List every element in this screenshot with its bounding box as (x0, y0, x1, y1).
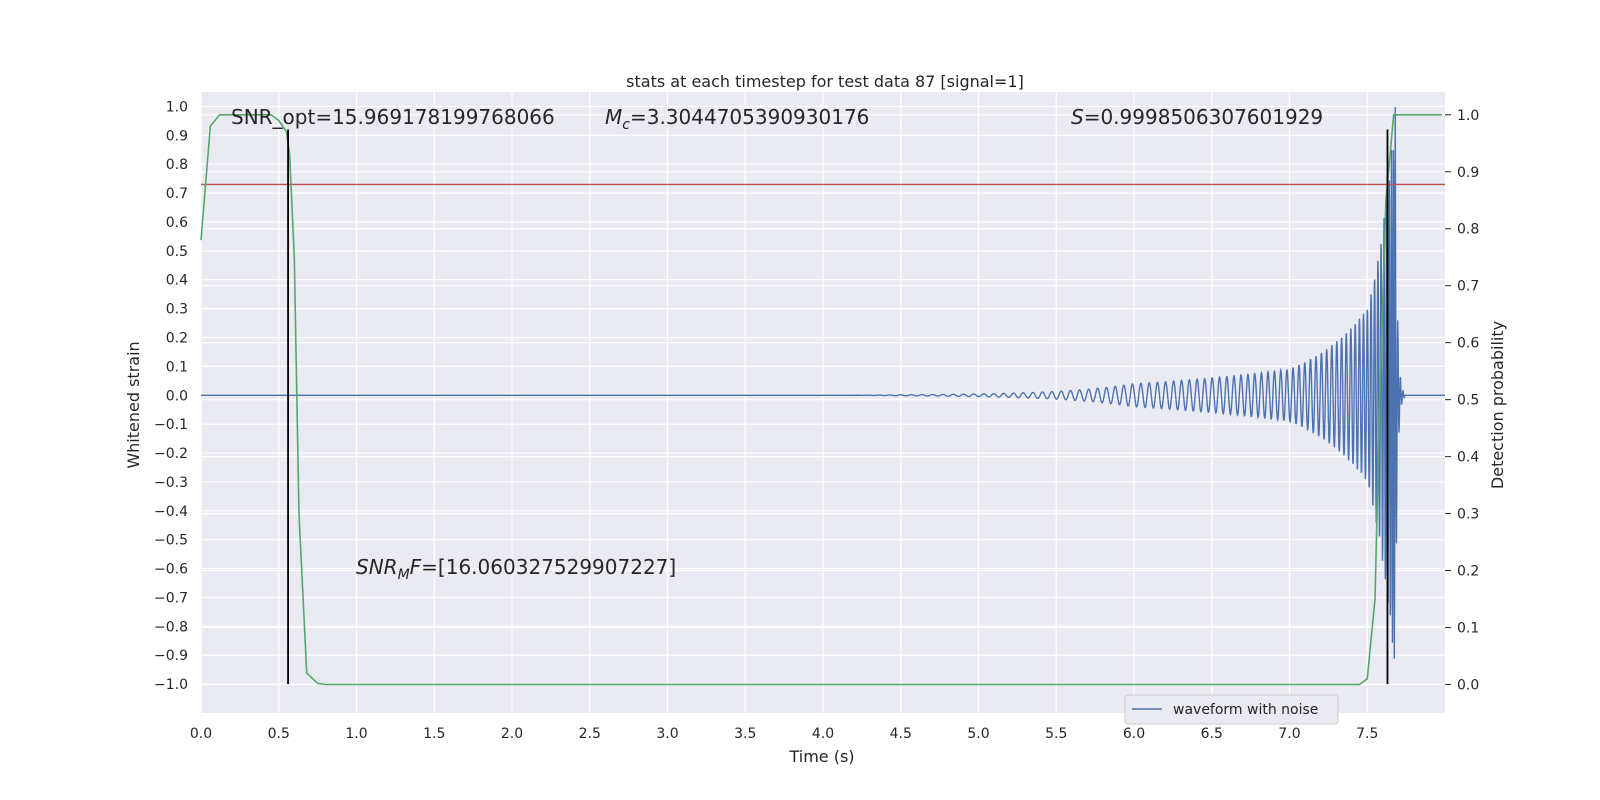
y-left-tick-label: −0.9 (154, 648, 188, 664)
y-left-tick-label: 0.7 (166, 186, 188, 202)
y-right-tick-label: 0.0 (1457, 678, 1479, 694)
y-left-tick-label: 0.6 (166, 215, 188, 231)
legend-label-waveform: waveform with noise (1173, 702, 1318, 718)
annotation-snr-mf-symbol2: F (410, 555, 422, 579)
y-right-tick-label: 0.4 (1457, 450, 1479, 466)
y-right-tick-label: 0.1 (1457, 621, 1479, 637)
y-right-tick-label: 0.9 (1457, 165, 1479, 181)
y-left-tick-label: −0.5 (154, 533, 188, 549)
y-left-tick-label: −0.2 (154, 446, 188, 462)
x-tick-label: 2.5 (579, 726, 601, 742)
y-left-tick-label: −0.8 (154, 619, 188, 635)
x-tick-label: 6.5 (1201, 726, 1223, 742)
annotation-chirp-mass-sub: c (622, 117, 630, 133)
y-left-tick-label: 0.2 (166, 331, 188, 347)
y-left-tick-label: 0.3 (166, 302, 188, 318)
annotation-snr-opt: SNR_opt=15.969178199768066 (231, 105, 555, 129)
y-right-tick-label: 0.8 (1457, 222, 1479, 238)
y-axis-label-right: Detection probability (1488, 321, 1507, 489)
y-left-tick-label: 0.4 (166, 273, 188, 289)
y-left-tick-label: −0.7 (154, 590, 188, 606)
y-left-tick-label: −0.4 (154, 504, 188, 520)
annotation-s-value: =0.9998506307601929 (1084, 105, 1323, 129)
y-left-tick-label: −0.3 (154, 475, 188, 491)
x-tick-label: 1.0 (345, 726, 367, 742)
series-line-detection-probability (200, 113, 1442, 686)
y-right-tick-label: 0.3 (1457, 507, 1479, 523)
x-axis: 0.0 0.5 1.0 1.5 2.0 2.5 3.0 3.5 4.0 4.5 5.0 5.5 6.0 6… (190, 726, 1379, 742)
y-left-tick-label: 0.9 (166, 128, 188, 144)
x-tick-label: 5.5 (1045, 726, 1067, 742)
annotation-s: S=0.9998506307601929 (1071, 105, 1323, 129)
series-line-waveform-with-noise (201, 107, 1445, 659)
y-right-tick-label: 0.7 (1457, 279, 1479, 295)
legend: waveform with noise (1124, 694, 1339, 725)
y-left-tick-label: 0.0 (166, 388, 188, 404)
x-tick-label: 6.0 (1123, 726, 1145, 742)
x-tick-label: 1.5 (423, 726, 445, 742)
x-tick-label: 4.0 (812, 726, 834, 742)
y-right-tick-label: 0.6 (1457, 336, 1479, 352)
x-tick-label: 2.0 (501, 726, 523, 742)
x-tick-label: 5.0 (967, 726, 989, 742)
y-right-tick-label: 0.2 (1457, 564, 1479, 580)
x-tick-label: 4.5 (890, 726, 912, 742)
y-left-tick-label: −1.0 (154, 677, 188, 693)
y-right-tick-label: 1.0 (1457, 108, 1479, 124)
x-tick-label: 3.5 (734, 726, 756, 742)
series (200, 107, 1445, 686)
annotation-s-symbol: S (1071, 105, 1084, 129)
x-tick-label: 0.0 (190, 726, 212, 742)
y-left-tick-label: 0.1 (166, 359, 188, 375)
annotation-snr-mf-value: =[16.060327529907227] (421, 555, 676, 579)
y-axis-label-left: Whitened strain (124, 341, 143, 468)
annotation-chirp-mass-value: =3.3044705390930176 (630, 105, 869, 129)
x-tick-label: 0.5 (268, 726, 290, 742)
right-y-axis: 1.0 0.9 0.8 0.7 0.6 0.5 0.4 0.3 0.2 0.1 0.0 (1445, 108, 1479, 694)
y-right-tick-label: 0.5 (1457, 393, 1479, 409)
annotation-chirp-mass: Mc=3.3044705390930176 (605, 105, 869, 133)
legend-box (1124, 694, 1339, 725)
annotation-chirp-mass-symbol: M (605, 105, 622, 129)
left-y-axis: 1.0 0.9 0.8 0.7 0.6 0.5 0.4 0.3 0.2 0.1 0.0 −0.1 −0.… (154, 99, 188, 693)
x-tick-label: 7.5 (1356, 726, 1378, 742)
annotation-snr-mf-symbol: SNR (356, 555, 398, 579)
x-tick-label: 7.0 (1278, 726, 1300, 742)
x-tick-label: 3.0 (656, 726, 678, 742)
annotation-snr-mf-sub: M (398, 567, 410, 583)
y-left-tick-label: 0.8 (166, 157, 188, 173)
y-left-tick-label: −0.6 (154, 562, 188, 578)
y-left-tick-label: 1.0 (166, 99, 188, 115)
chart-title: stats at each timestep for test data 87 … (626, 72, 1024, 91)
x-axis-label: Time (s) (788, 747, 854, 766)
y-left-tick-label: −0.1 (154, 417, 188, 433)
annotation-snr-mf: SNRMF=[16.060327529907227] (356, 555, 676, 583)
y-left-tick-label: 0.5 (166, 244, 188, 260)
